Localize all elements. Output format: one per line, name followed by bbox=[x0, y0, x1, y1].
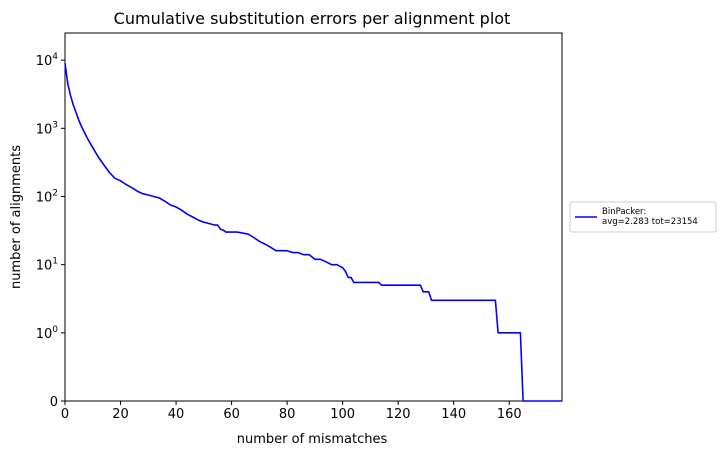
x-axis: 0 20 40 60 80 100 120 140 160 bbox=[61, 401, 522, 422]
y-tick-label: 104 bbox=[36, 52, 59, 69]
series-group bbox=[64, 63, 562, 402]
y-tick-label: 100 bbox=[36, 325, 59, 342]
x-tick-label: 0 bbox=[61, 407, 69, 422]
x-tick-label: 80 bbox=[279, 407, 296, 422]
x-tick-label: 20 bbox=[112, 407, 129, 422]
x-tick-label: 160 bbox=[497, 407, 522, 422]
legend-box bbox=[569, 201, 717, 233]
y-axis-label: number of alignments bbox=[9, 145, 24, 289]
x-tick-label: 140 bbox=[441, 407, 466, 422]
chart-title: Cumulative substitution errors per align… bbox=[114, 9, 511, 28]
y-tick-label: 103 bbox=[36, 120, 58, 137]
x-axis-label: number of mismatches bbox=[237, 432, 388, 447]
y-tick-label: 0 bbox=[50, 395, 58, 410]
y-tick-label: 102 bbox=[36, 188, 58, 205]
x-tick-label: 40 bbox=[168, 407, 185, 422]
x-tick-label: 120 bbox=[386, 407, 411, 422]
legend-label: avg=2.283 tot=23154 bbox=[602, 217, 698, 227]
legend-label: BinPacker: bbox=[602, 207, 646, 217]
series-line-0 bbox=[64, 63, 562, 402]
x-tick-label: 60 bbox=[223, 407, 240, 422]
x-tick-label: 100 bbox=[330, 407, 355, 422]
legend: BinPacker:avg=2.283 tot=23154 bbox=[569, 201, 717, 233]
y-tick-label: 101 bbox=[36, 257, 58, 274]
y-axis: 0 100 101 102 103 104 bbox=[36, 52, 65, 410]
plot-area bbox=[64, 32, 563, 402]
